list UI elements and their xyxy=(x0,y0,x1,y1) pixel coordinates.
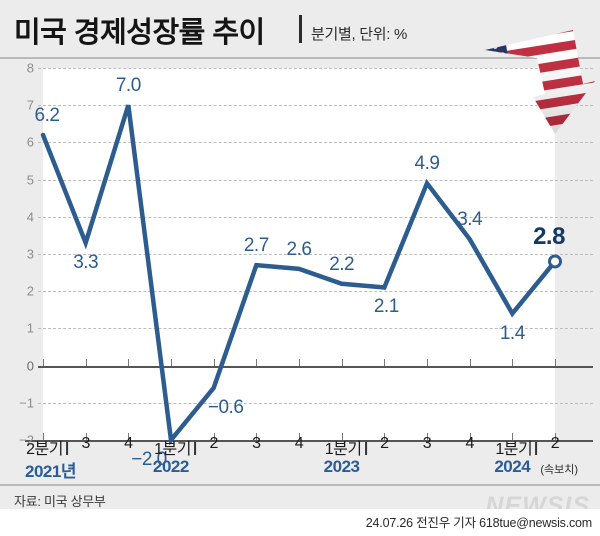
x-tick-8 xyxy=(384,433,386,440)
growth-rate-line xyxy=(40,104,558,446)
x-tick-7 xyxy=(341,358,343,366)
data-label-12: 2.8 xyxy=(533,223,565,251)
x-tick-1 xyxy=(85,358,87,366)
data-label-0: 6.2 xyxy=(34,104,60,126)
x-tick-7 xyxy=(341,433,343,440)
x-axis-note-preliminary: (속보치) xyxy=(540,464,579,476)
gridline-5 xyxy=(38,179,593,181)
source-note: 자료: 미국 상무부 xyxy=(14,494,106,509)
x-axis-quarter-8: 2 xyxy=(380,435,389,452)
x-axis-quarter-3: 1분기 xyxy=(154,435,196,459)
y-axis-label-5: 5 xyxy=(26,172,34,188)
gridline-1 xyxy=(38,328,593,330)
x-tick-2 xyxy=(128,358,130,366)
x-tick-10 xyxy=(469,433,471,440)
data-label-11: 1.4 xyxy=(499,322,525,344)
data-label-7: 2.2 xyxy=(329,253,355,275)
data-label-10: 3.4 xyxy=(457,209,483,231)
x-axis-quarter-9: 3 xyxy=(422,435,432,452)
x-tick-8 xyxy=(384,358,386,366)
y-axis-label-1: 1 xyxy=(26,320,34,336)
y-axis-label-3: 3 xyxy=(26,246,34,262)
x-axis-year-2024: 2024 xyxy=(494,457,531,476)
data-label-4: −0.6 xyxy=(207,396,244,418)
x-tick-6 xyxy=(299,433,300,440)
x-axis-quarter-2: 4 xyxy=(124,435,133,452)
plot-wrapper: −2 −1 0 1 2 3 4 5 6 7 8 6.2 3.3 7.0 −2.0 −0.6 2.7 2.6 2.2… xyxy=(0,59,600,484)
x-tick-2 xyxy=(128,433,130,440)
x-tick-1 xyxy=(85,433,87,440)
last-point-marker xyxy=(548,254,562,269)
x-axis-quarter-6: 4 xyxy=(294,435,304,452)
x-tick-3 xyxy=(171,358,172,366)
title-divider xyxy=(299,15,302,43)
x-tick-11 xyxy=(512,358,514,366)
us-flag-down-arrow-icon xyxy=(485,30,595,134)
x-tick-4 xyxy=(213,358,215,366)
x-tick-12 xyxy=(555,358,556,366)
credit-line: 24.07.26 전진우 기자 618tue@newsis.com xyxy=(365,516,592,530)
x-tick-10 xyxy=(469,358,471,366)
x-axis-quarter-0: 2분기 xyxy=(26,435,68,459)
x-tick-9 xyxy=(427,433,428,440)
gridline-7 xyxy=(38,105,593,107)
gridline--2 xyxy=(25,440,593,442)
data-label-5: 2.7 xyxy=(243,235,269,257)
x-axis-quarter-12: 2 xyxy=(550,435,560,452)
x-axis-year-2022: 2022 xyxy=(153,457,189,476)
footer-rule xyxy=(0,484,600,486)
x-tick-4 xyxy=(213,433,215,440)
y-axis-label-6: 6 xyxy=(26,134,34,150)
y-axis-label--2: −2 xyxy=(19,432,34,448)
gridline--1 xyxy=(38,402,593,404)
gridline-4 xyxy=(38,216,593,218)
x-tick-0 xyxy=(43,358,44,366)
header-rule xyxy=(0,57,600,59)
gridline-3 xyxy=(38,254,593,255)
page-title: 미국 경제성장률 추이 xyxy=(14,17,265,49)
x-axis-quarter-4: 2 xyxy=(209,435,218,452)
gridline-0 xyxy=(38,365,593,368)
x-axis-quarter-5: 3 xyxy=(252,435,261,452)
footer-band xyxy=(0,509,600,536)
x-tick-6 xyxy=(299,358,300,366)
gridline-2 xyxy=(38,291,593,293)
gridline-6 xyxy=(38,142,593,144)
x-tick-5 xyxy=(256,358,258,366)
data-label-3: −2.0 xyxy=(131,449,167,470)
x-tick-11 xyxy=(512,433,514,440)
x-axis-quarter-7: 1분기 xyxy=(325,435,367,459)
chart-subtitle: 분기별, 단위: % xyxy=(311,26,408,43)
y-axis-label-4: 4 xyxy=(26,209,34,225)
x-tick-5 xyxy=(256,433,258,440)
header: 미국 경제성장률 추이 분기별, 단위: % xyxy=(0,0,600,58)
x-tick-12 xyxy=(555,433,556,440)
x-axis-quarter-11: 1분기 xyxy=(495,435,538,459)
data-label-9: 4.9 xyxy=(414,153,440,175)
y-axis-label--1: −1 xyxy=(19,395,34,411)
y-axis-label-2: 2 xyxy=(26,283,34,299)
x-axis-quarter-10: 4 xyxy=(465,435,474,452)
data-label-2: 7.0 xyxy=(115,75,141,97)
growth-rate-line-chart xyxy=(40,104,562,446)
y-axis-label-7: 7 xyxy=(26,97,34,113)
data-label-6: 2.6 xyxy=(286,238,312,260)
data-label-1: 3.3 xyxy=(73,251,99,273)
y-axis-label-0: 0 xyxy=(26,358,34,374)
x-axis-year-2023: 2023 xyxy=(323,457,360,476)
gridline-8 xyxy=(38,68,593,69)
x-axis-year-2021년: 2021년 xyxy=(25,462,76,481)
x-tick-9 xyxy=(427,358,428,366)
data-label-8: 2.1 xyxy=(373,296,399,318)
y-axis-label-8: 8 xyxy=(26,60,34,76)
chart-area: −2 −1 0 1 2 3 4 5 6 7 8 6.2 3.3 7.0 −2.0 −0.6 2.7 2.6 2.2… xyxy=(0,59,600,484)
x-axis-quarter-1: 3 xyxy=(81,435,90,452)
x-tick-0 xyxy=(43,433,44,440)
